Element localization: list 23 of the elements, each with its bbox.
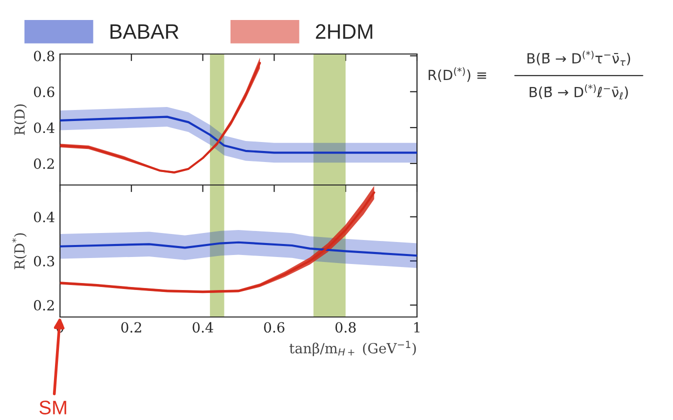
y-tick-label: 0.4	[34, 212, 54, 222]
x-axis-title: tanβ/m$_{H+}$ (GeV$^{−1}$)	[289, 340, 416, 356]
text: SM	[39, 400, 66, 414]
y-axis-title: R(D)	[14, 104, 27, 135]
text: B(B̄ → D$^{(*)}$τ$^{−}$ν̄$_{τ}$)	[528, 50, 630, 66]
x-tick-label: 0.2	[121, 322, 142, 333]
line-series	[60, 116, 417, 154]
x-tick-label: 1	[414, 322, 420, 332]
text: R(D$^{(*)}$) ≡	[428, 67, 486, 82]
x-tick-label: 0.4	[192, 322, 214, 333]
y-tick-label: 0.3	[34, 256, 54, 266]
y-tick-label: 0.4	[34, 122, 54, 134]
y-tick-label: 0.6	[34, 86, 54, 98]
legend-label: BABAR	[110, 24, 178, 39]
legend-label: 2HDM	[316, 24, 372, 39]
x-tick-label: 0.6	[264, 322, 284, 333]
y-axis-title: R(D$^{*}$)	[12, 233, 27, 270]
line-series	[60, 241, 417, 257]
y-tick-label: 0.2	[34, 300, 54, 311]
y-tick-label: 0.8	[34, 50, 54, 62]
x-tick-label: 0.8	[335, 322, 356, 333]
y-tick-label: 0.2	[34, 158, 54, 169]
text: B(B̄ → D$^{(*)}$ℓ$^{−}$ν̄$_{ℓ}$)	[530, 84, 628, 100]
